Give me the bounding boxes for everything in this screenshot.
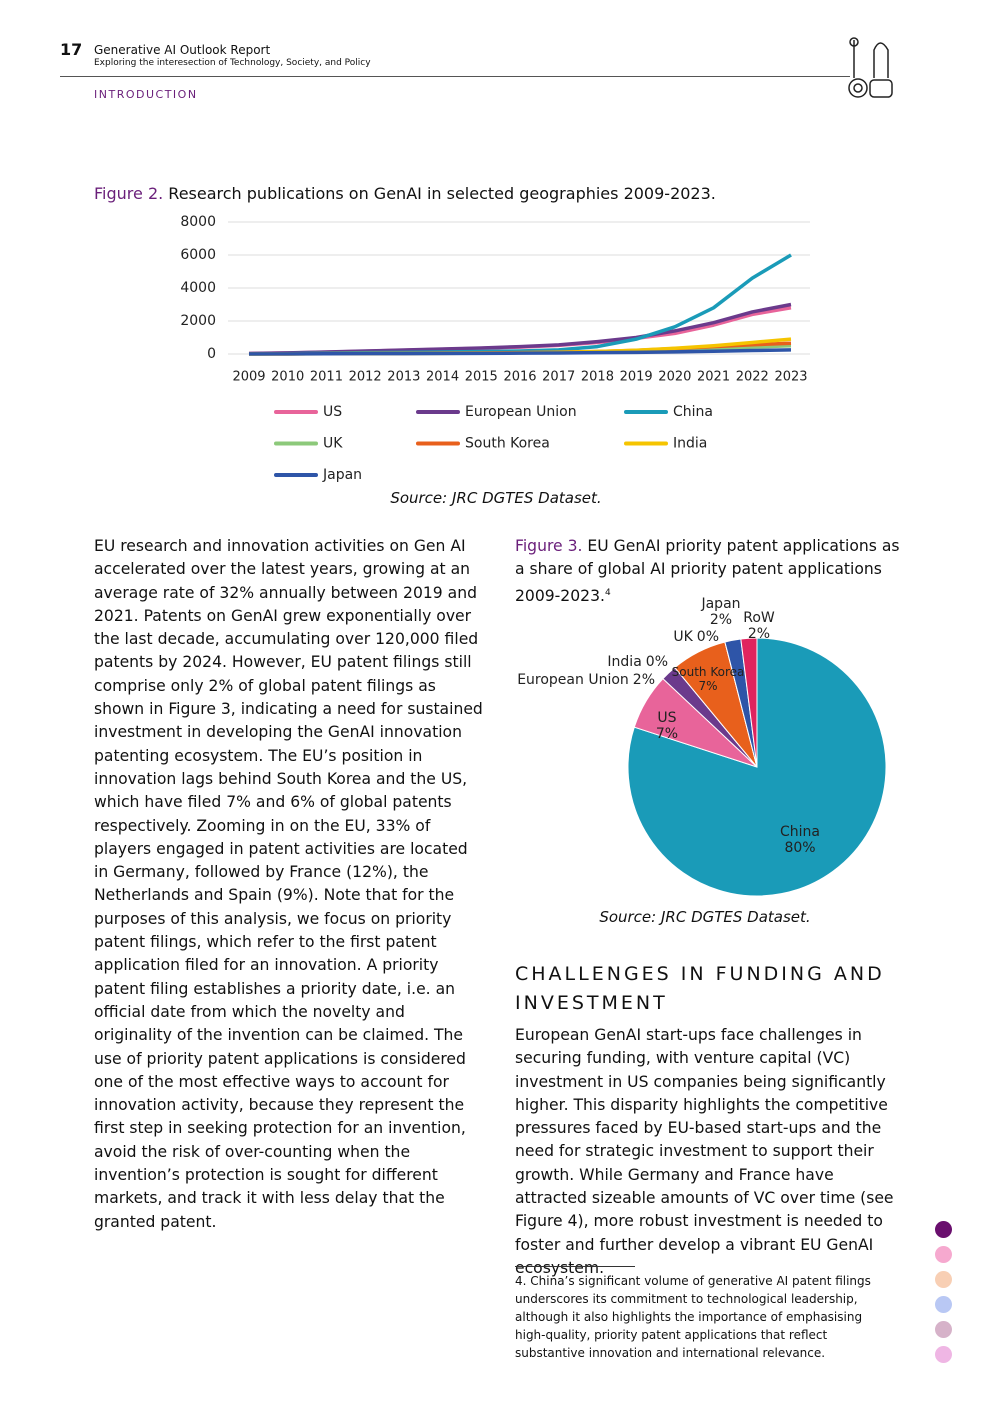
slice-value: 0% [697,629,719,645]
footnote-rule [515,1266,635,1267]
figure2-caption: Figure 2. Research publications on GenAI… [94,184,716,203]
x-tick-label: 2015 [465,370,498,385]
pie-chart: China 80%US 7%European Union 2%India 0%South… [517,596,887,897]
slice-value: 80% [784,840,815,856]
y-tick-label: 8000 [180,214,216,230]
slice-category: US [657,710,676,726]
y-tick-label: 6000 [180,247,216,263]
header-icon [848,37,893,98]
slice-label: European Union 2% [517,672,655,688]
slice-value: 2% [748,626,770,642]
slice-category: European Union [517,672,629,688]
slice-label: US 7% [656,710,678,742]
legend-label: South Korea [465,436,550,452]
figure-title: Research publications on GenAI in select… [168,184,716,203]
x-tick-label: 2011 [310,370,343,385]
y-tick-label: 0 [207,346,216,362]
decor-dots [935,1221,953,1363]
body-paragraph: EU research and innovation activities on… [94,537,483,1231]
legend-label: US [323,404,342,420]
slice-value: 7% [698,679,717,693]
x-tick-label: 2019 [620,370,653,385]
x-tick-label: 2017 [542,370,575,385]
x-tick-label: 2020 [658,370,691,385]
slice-category: UK [673,629,693,645]
x-tick-label: 2009 [232,370,265,385]
header-rule [60,76,850,77]
slice-category: Japan [700,596,740,612]
page-number: 17 [60,40,83,59]
slice-label: India 0% [607,654,668,670]
report-subtitle: Exploring the interesection of Technolog… [94,58,371,68]
legend-label: UK [323,436,343,452]
slice-value: 2% [633,672,655,688]
section-heading: CHALLENGES IN FUNDING AND INVESTMENT [515,963,885,1014]
legend-label: European Union [465,404,577,420]
x-tick-label: 2012 [349,370,382,385]
legend-label: China [673,404,713,420]
x-tick-label: 2021 [697,370,730,385]
footnote: 4. China’s significant volume of generat… [515,1274,871,1360]
x-tick-label: 2023 [774,370,807,385]
footnote-ref: 4 [604,587,611,598]
figure3-source: Source: JRC DGTES Dataset. [599,908,811,926]
y-tick-label: 4000 [180,280,216,296]
figure-title: EU GenAI priority patent applications as… [515,537,900,605]
slice-category: South Korea [672,665,745,679]
figure2-source: Source: JRC DGTES Dataset. [390,489,602,507]
x-tick-label: 2016 [503,370,536,385]
series-line [248,253,792,356]
slice-label: Japan 2% [700,596,740,628]
slice-label: RoW 2% [743,610,775,642]
figure-label: Figure 3. [515,537,583,555]
slice-value: 7% [656,726,678,742]
x-tick-label: 2018 [581,370,614,385]
legend-label: India [673,436,707,452]
slice-category: RoW [743,610,775,626]
slice-label: South Korea 7% [672,665,745,693]
slice-label: UK 0% [673,629,719,645]
figure-label: Figure 2. [94,184,164,203]
report-title: Generative AI Outlook Report [94,43,271,57]
legend-label: Japan [322,467,362,483]
slice-category: India [607,654,641,670]
line-chart: 0 2000 4000 6000 8000 2009 2010 2011 2012 2013 201… [180,214,810,483]
x-tick-label: 2013 [387,370,420,385]
pie-slice [740,637,758,768]
series-line [248,348,792,356]
x-tick-label: 2022 [736,370,769,385]
x-tick-label: 2010 [271,370,304,385]
x-tick-label: 2014 [426,370,459,385]
slice-value: 2% [710,612,732,628]
section-label: INTRODUCTION [94,88,198,101]
slice-category: China [780,824,820,840]
slice-label: China 80% [780,824,820,856]
body-paragraph: European GenAI start-ups face challenges… [515,1026,894,1277]
y-tick-label: 2000 [180,313,216,329]
figure3-caption: Figure 3. EU GenAI priority patent appli… [515,535,900,608]
slice-value: 0% [646,654,668,670]
